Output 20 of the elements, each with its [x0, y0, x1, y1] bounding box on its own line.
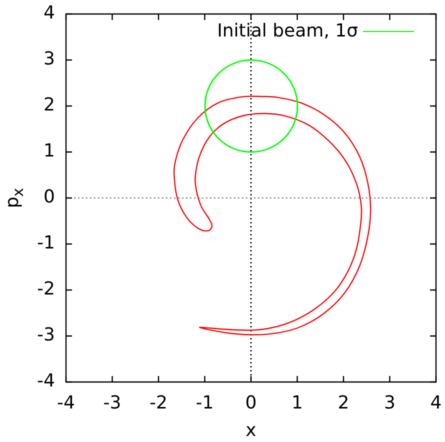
y-tick-label: -3	[37, 324, 55, 346]
y-tick-label: -2	[37, 278, 55, 300]
x-tick-label: -1	[196, 392, 214, 414]
y-tick-label: 1	[44, 140, 55, 162]
y-tick-label: 2	[44, 94, 55, 116]
x-axis-title: x	[246, 420, 257, 441]
y-tick-label: -4	[37, 370, 55, 392]
x-tick-label: -4	[57, 392, 75, 414]
x-tick-label: -3	[103, 392, 122, 414]
x-tick-label: 3	[384, 392, 396, 414]
x-tick-label: -2	[150, 392, 168, 414]
annotation: Initial beam, 1σ	[217, 20, 358, 42]
y-tick-label: -1	[37, 232, 55, 254]
x-tick-label: 4	[430, 392, 442, 414]
y-tick-label: 4	[44, 2, 55, 24]
y-tick-label: 0	[44, 186, 55, 208]
x-tick-label: 2	[338, 392, 350, 414]
x-tick-label: 0	[245, 392, 257, 414]
x-tick-label: 1	[292, 392, 303, 414]
y-tick-label: 3	[44, 48, 55, 70]
